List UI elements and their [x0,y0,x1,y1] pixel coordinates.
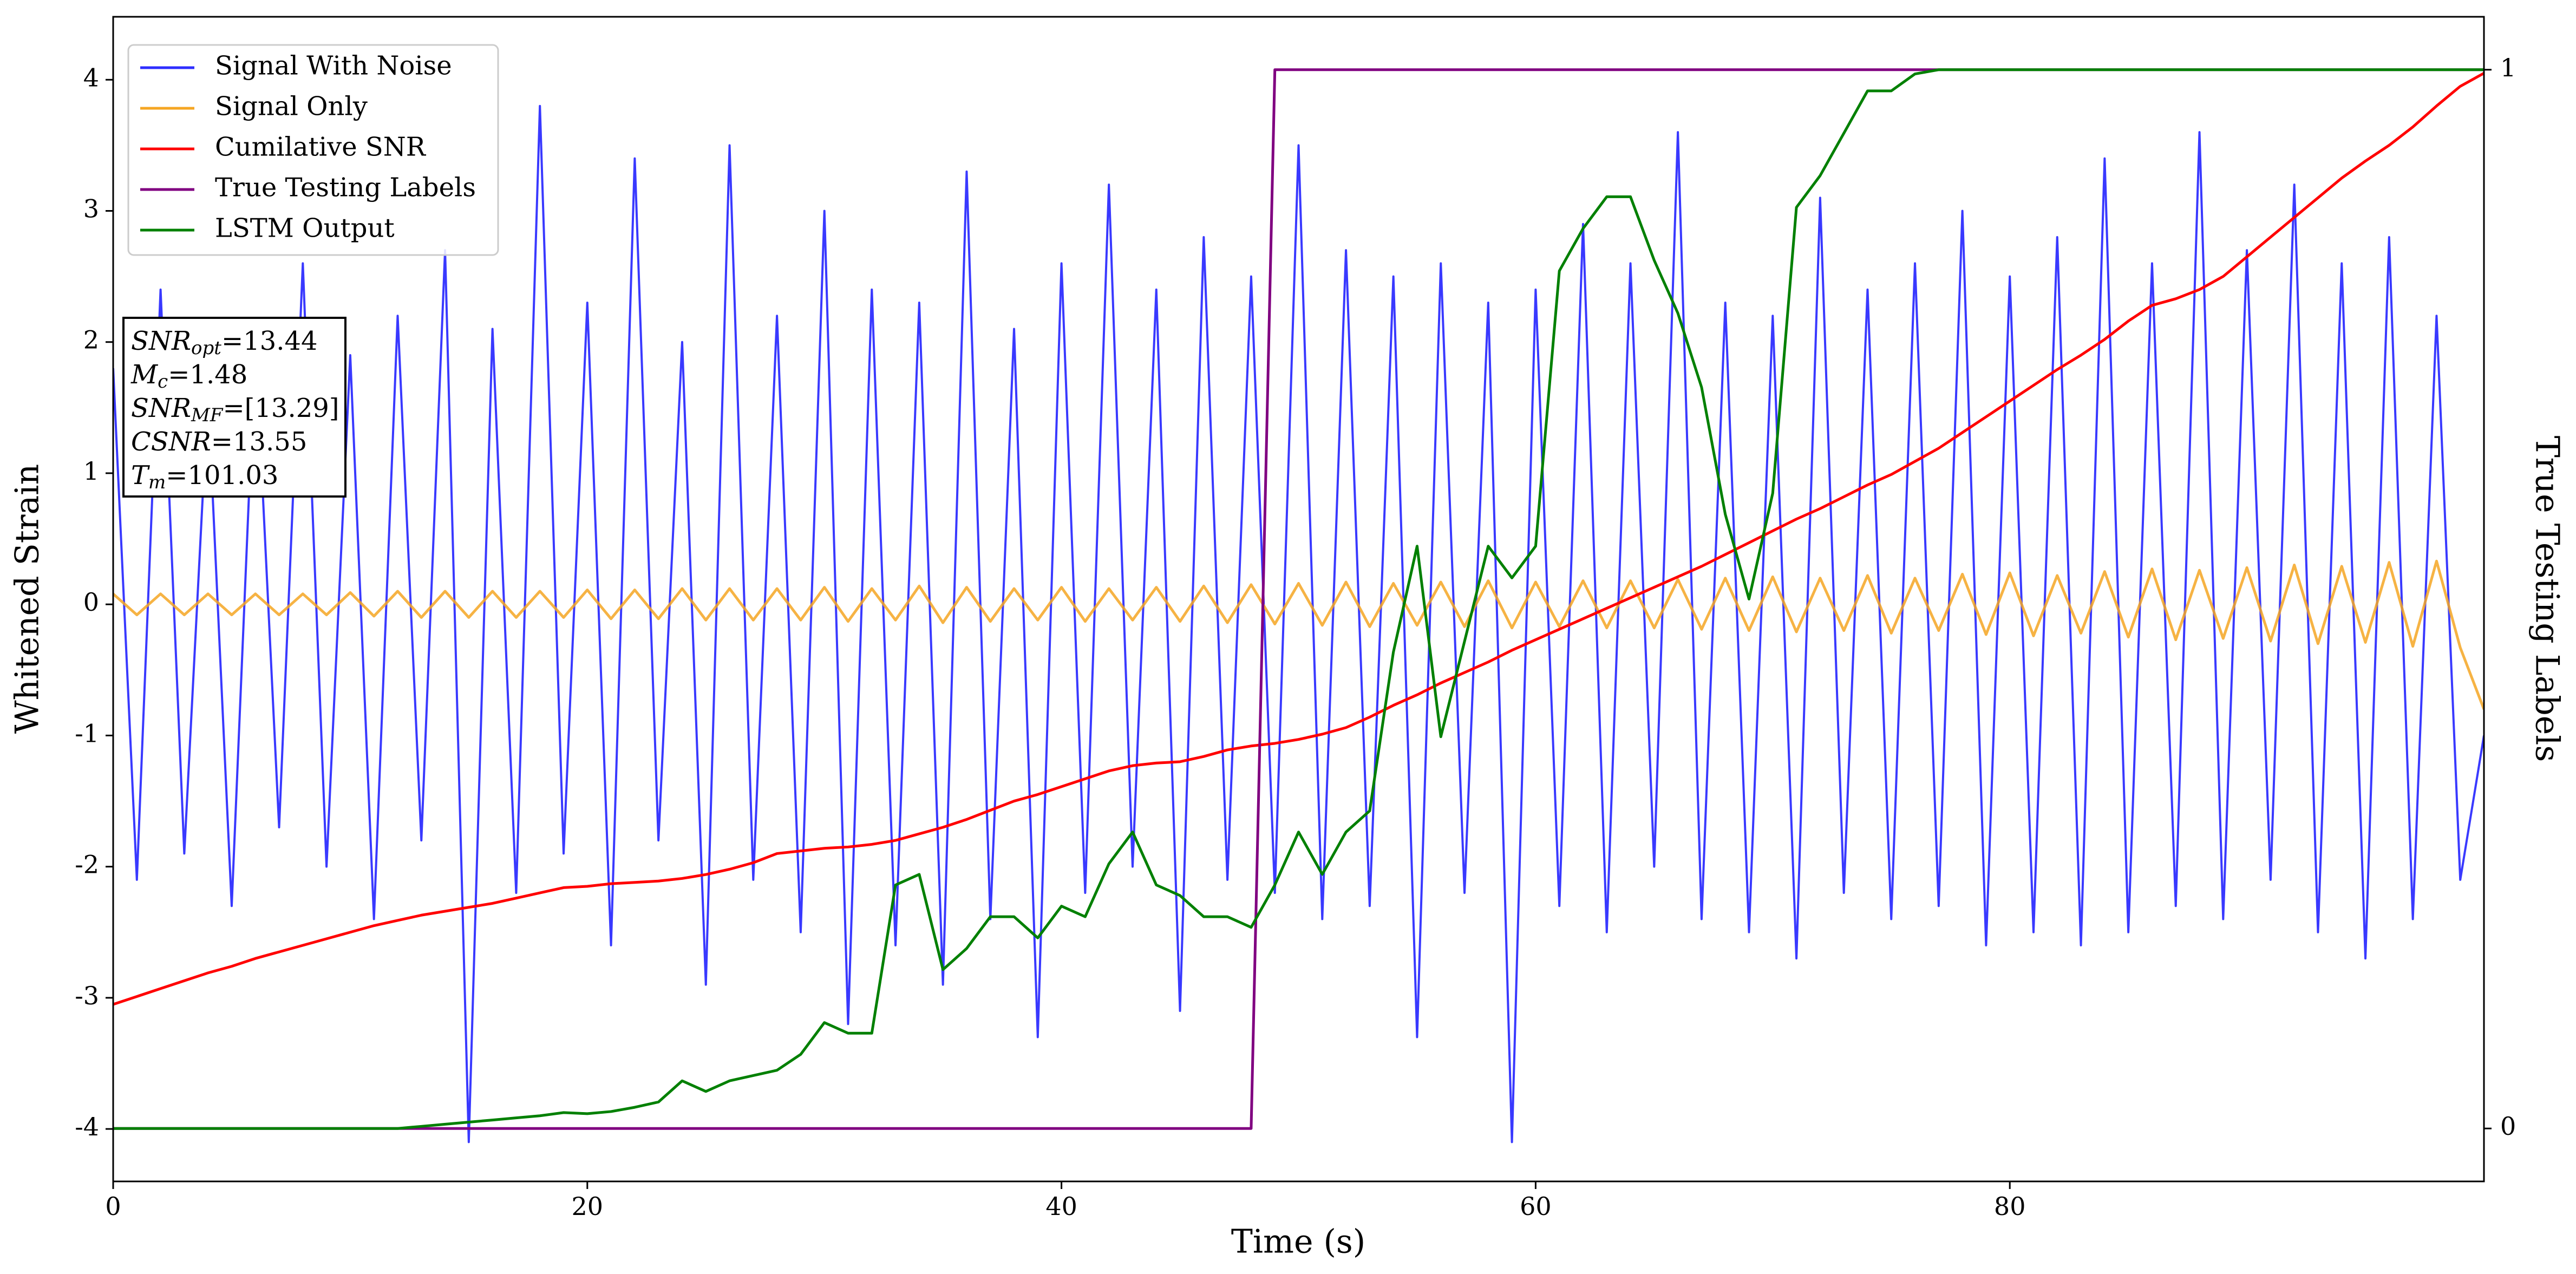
legend-box [127,44,499,256]
annotation-line: Mc=1.48 [130,360,247,393]
y-tick-label: 3 [83,194,99,224]
annotation-line: CSNR=13.55 [131,427,307,457]
series-line [113,71,2484,1006]
legend-label: True Testing Labels [215,173,476,203]
y-tick-label: 4 [83,63,99,92]
annotation-subscript: c [158,371,168,393]
annotation-line: SNRopt=13.44 [131,326,318,360]
y-tick-label: 0 [83,587,99,617]
y2-tick-label: 0 [2500,1112,2516,1141]
annotation-symbol: SNR [131,326,191,356]
y-tick-label: 1 [83,456,99,486]
y-tick-label: -4 [75,1112,99,1141]
x-tick-label: 80 [1994,1192,2026,1221]
plot-frame [112,16,2485,1182]
annotation-box [122,317,346,498]
plot-area [113,68,2484,1144]
x-tick-label: 60 [1520,1192,1552,1221]
series-line [113,559,2484,710]
legend-label: LSTM Output [215,213,395,244]
annotation-symbol: CSNR [131,427,211,457]
annotation-symbol: T [131,460,150,491]
x-tick-label: 0 [105,1192,121,1221]
y-tick-label: -2 [75,850,99,879]
legend-label: Cumilative SNR [215,132,427,162]
x-axis-label: Time (s) [1231,1223,1365,1261]
series-line [113,104,2484,1144]
legend-label: Signal With Noise [215,51,452,81]
annotation-line: SNRMF=[13.29] [131,393,339,427]
series-line [113,68,2484,1130]
annotation-subscript: opt [191,337,221,359]
annotation-symbol: SNR [131,393,191,423]
legend-label: Signal Only [215,92,368,122]
y-tick-label: 2 [83,325,99,355]
annotation-value: =101.03 [166,460,278,491]
annotation-value: =1.48 [168,360,247,390]
annotation-symbol: M [130,360,159,390]
annotation-value: =13.44 [221,326,318,356]
y-axis-label: Whitened Strain [9,464,47,734]
annotation-value: =13.55 [211,427,308,457]
annotation-value: =[13.29] [223,393,339,423]
x-tick-label: 20 [572,1192,604,1221]
annotation-line: Tm=101.03 [131,460,278,494]
y2-tick-label: 1 [2500,53,2516,82]
annotation-subscript: m [148,472,166,493]
y2-axis-label: True Testing Labels [2528,436,2566,762]
y-tick-label: -1 [75,718,99,748]
annotation-subscript: MF [191,404,224,426]
x-tick-label: 40 [1045,1192,1077,1221]
y-tick-label: -3 [75,981,99,1010]
